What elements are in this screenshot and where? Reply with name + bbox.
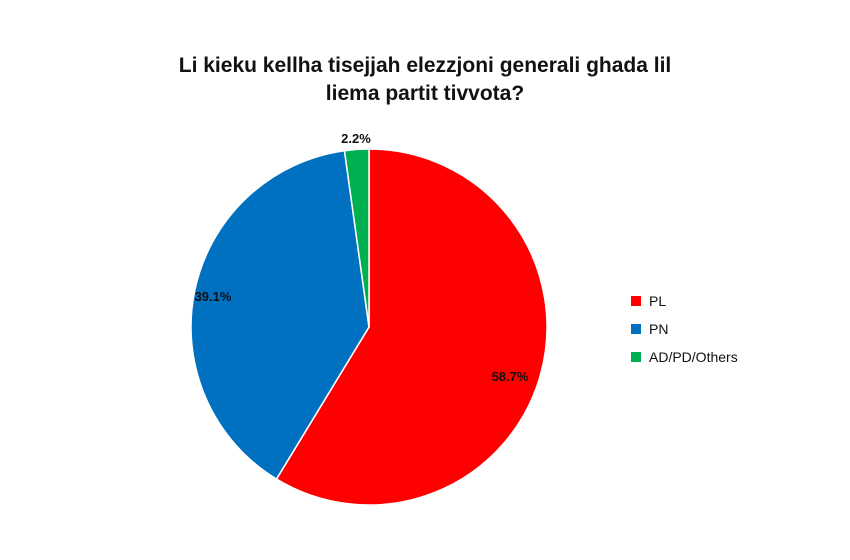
chart-title: Li kieku kellha tisejjah elezzjoni gener… bbox=[178, 54, 672, 105]
legend-swatch-pn bbox=[631, 324, 641, 334]
legend-label-pn: PN bbox=[649, 321, 668, 337]
pie-data-labels: 58.7% 39.1% 2.2% bbox=[195, 131, 529, 384]
legend-label-pl: PL bbox=[649, 293, 666, 309]
data-label-pl: 58.7% bbox=[492, 369, 529, 384]
data-label-pn: 39.1% bbox=[195, 289, 232, 304]
pie-slice-ad-pd-others bbox=[343, 148, 370, 328]
legend-label-ad-pd-others: AD/PD/Others bbox=[649, 349, 738, 365]
legend-swatch-ad-pd-others bbox=[631, 352, 641, 362]
data-label-ad-pd-others: 2.2% bbox=[341, 131, 371, 146]
pie-slice-pl bbox=[275, 148, 548, 506]
legend: PL PN AD/PD/Others bbox=[631, 293, 738, 365]
pie-slices bbox=[190, 148, 548, 506]
pie-slice-pn bbox=[190, 149, 370, 481]
legend-swatch-pl bbox=[631, 296, 641, 306]
